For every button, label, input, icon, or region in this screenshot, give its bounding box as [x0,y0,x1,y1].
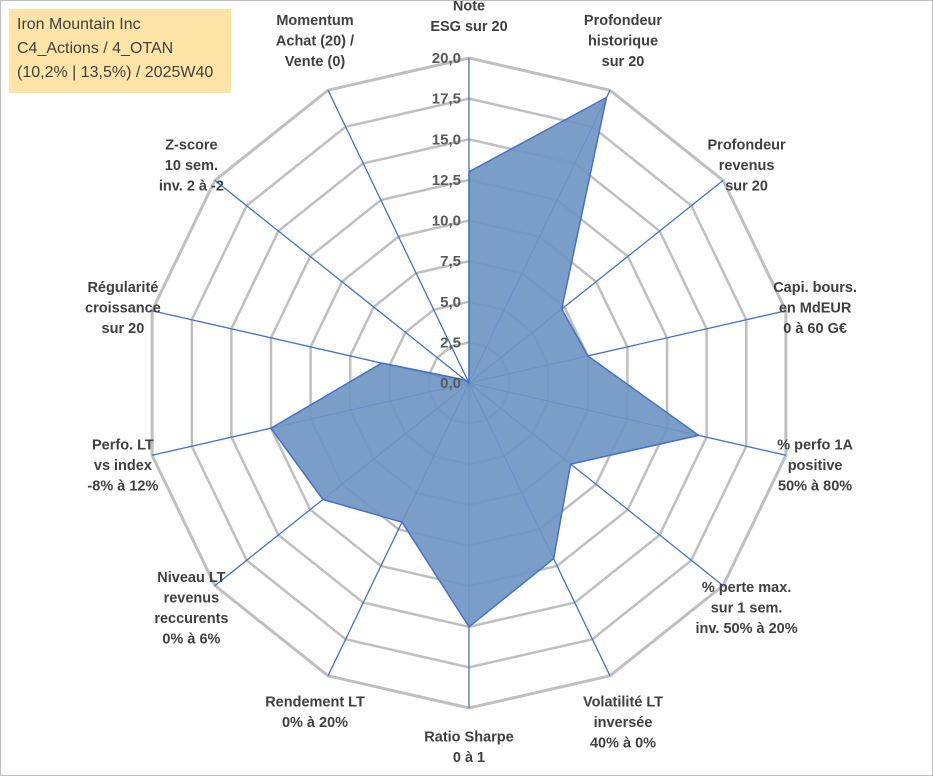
category-label: Capi. bours. [773,280,857,296]
tick-label: 2,5 [440,334,461,351]
category-label: -8% à 12% [87,479,158,495]
category-label: historique [588,34,658,50]
category-label: ESG sur 20 [430,19,507,35]
category-label: inversée [594,715,653,731]
tick-label: 10,0 [432,213,461,230]
category-label: reccurents [154,611,228,627]
category-label: inv. 50% à 20% [696,621,798,637]
category-label: croissance [85,300,161,316]
category-label: vs index [94,458,152,474]
category-label: Z-score [165,137,217,153]
category-label: Profondeur [584,13,662,29]
category-label: Note [453,1,485,15]
portfolio-label: C4_Actions / 4_OTAN [17,40,174,57]
category-label: % perfo 1A [777,438,853,454]
category-label: Volatilité LT [583,694,663,710]
category-label: sur 20 [102,321,145,337]
category-label: % perte max. [702,580,791,596]
category-label: Régularité [87,280,158,296]
category-label: 40% à 0% [590,735,656,751]
category-label: Vente (0) [285,54,346,70]
tick-label: 17,5 [432,91,461,108]
category-label: Achat (20) / [276,34,354,50]
category-label: sur 20 [602,54,645,70]
tick-label: 7,5 [440,253,461,270]
spoke-line [327,89,470,384]
category-label: Niveau LT [157,570,225,586]
category-label: revenus [719,158,775,174]
tick-label: 12,5 [432,172,461,189]
category-label: sur 20 [725,178,768,194]
spoke-line [214,179,470,384]
tick-label: 15,0 [432,131,461,148]
category-label: Ratio Sharpe [424,730,513,746]
category-label: 0% à 6% [162,631,220,647]
category-label: sur 1 sem. [711,601,783,617]
summary-label: (10,2% | 13,5%) / 2025W40 [17,64,214,81]
tick-label: 5,0 [440,294,461,311]
category-label: 0 à 60 G€ [783,321,847,337]
category-label: Momentum [276,13,353,29]
category-label: en MdEUR [779,300,852,316]
radial-tick-labels: 0,0 2,5 5,0 7,5 10,0 12,5 15,0 17,5 20,0 [432,50,461,392]
company-name: Iron Mountain Inc [17,16,141,33]
tick-label: 20,0 [432,50,461,67]
category-label: inv. 2 à -2 [159,178,224,194]
category-label: 0% à 20% [282,715,348,731]
category-label: positive [788,458,843,474]
radar-series [269,96,701,628]
category-label: 0 à 1 [453,750,485,766]
series-area [269,96,701,628]
category-label: 50% à 80% [778,479,852,495]
category-labels: Note ESG sur 20 Profondeur historique sur 20… [85,1,857,766]
category-label: Perfo. LT [92,438,154,454]
category-label: revenus [164,590,220,606]
category-label: Rendement LT [265,694,365,710]
info-box: Iron Mountain Inc C4_Actions / 4_OTAN (1… [9,9,231,93]
tick-label: 0,0 [440,375,461,392]
category-label: 10 sem. [165,158,218,174]
category-label: Profondeur [708,137,786,153]
